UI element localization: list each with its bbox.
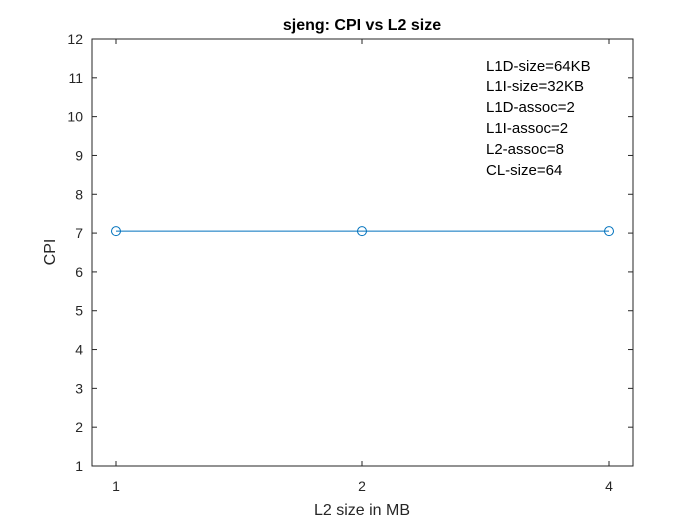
config-annotation: L1D-size=64KB L1I-size=32KB L1D-assoc=2 … bbox=[486, 58, 591, 179]
y-axis-label: CPI bbox=[42, 239, 59, 266]
annotation-l2-assoc: L2-assoc=8 bbox=[486, 141, 564, 158]
annotation-l1d-size: L1D-size=64KB bbox=[486, 58, 591, 75]
y-tick-label: 1 bbox=[75, 458, 83, 474]
annotation-l1i-size: L1I-size=32KB bbox=[486, 78, 584, 95]
y-tick-label: 10 bbox=[67, 109, 83, 125]
y-tick-label: 5 bbox=[75, 303, 83, 319]
x-axis-label: L2 size in MB bbox=[314, 502, 410, 519]
data-point bbox=[604, 226, 614, 237]
annotation-l1d-assoc: L1D-assoc=2 bbox=[486, 99, 575, 116]
y-tick-label: 11 bbox=[68, 70, 83, 86]
series-layer bbox=[111, 226, 614, 237]
y-tick-label: 8 bbox=[75, 186, 83, 202]
y-tick-label: 3 bbox=[75, 380, 83, 396]
y-tick-label: 7 bbox=[75, 225, 83, 241]
data-point bbox=[111, 226, 121, 237]
y-tick-label: 9 bbox=[75, 147, 83, 163]
x-axis-ticks: 1 2 4 bbox=[112, 39, 613, 494]
x-tick-label: 1 bbox=[112, 478, 120, 494]
x-tick-label: 4 bbox=[605, 478, 613, 494]
y-tick-label: 6 bbox=[75, 264, 83, 280]
chart-title: sjeng: CPI vs L2 size bbox=[283, 17, 441, 34]
annotation-l1i-assoc: L1I-assoc=2 bbox=[486, 120, 568, 137]
y-tick-label: 4 bbox=[75, 342, 83, 358]
annotation-cl-size: CL-size=64 bbox=[486, 162, 562, 179]
x-tick-label: 2 bbox=[358, 478, 366, 494]
data-point bbox=[357, 226, 367, 237]
y-tick-label: 12 bbox=[67, 31, 83, 47]
y-tick-label: 2 bbox=[75, 419, 83, 435]
plot-area bbox=[91, 38, 634, 467]
